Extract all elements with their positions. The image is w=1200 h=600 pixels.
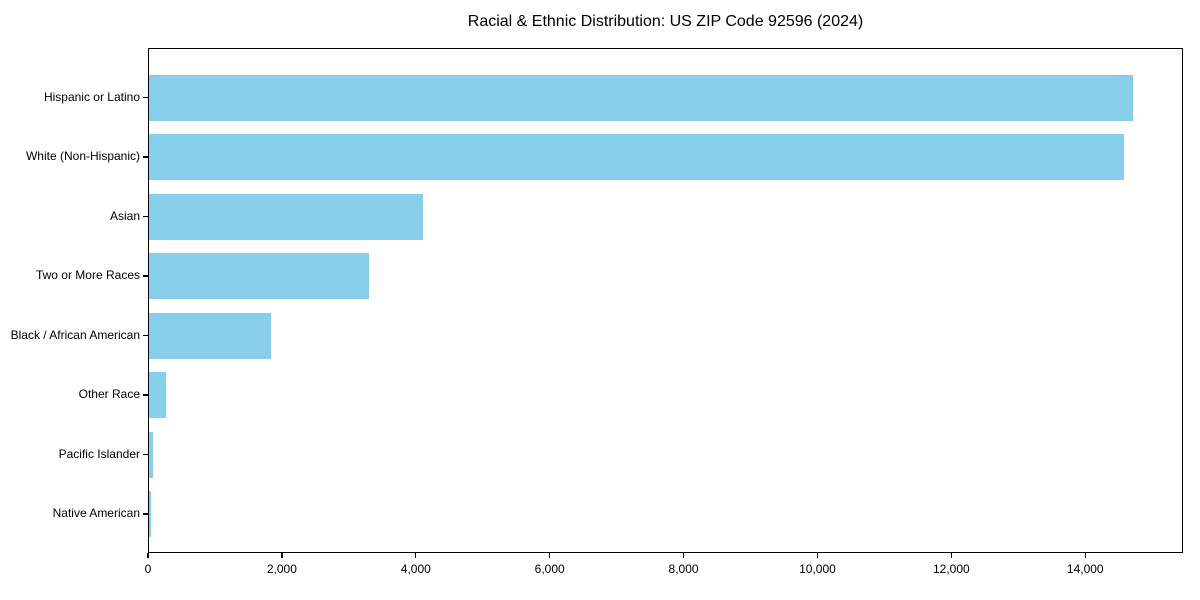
y-tick-mark — [142, 453, 148, 456]
x-tick-label: 6,000 — [534, 562, 565, 576]
y-tick-label: White (Non-Hispanic) — [25, 149, 140, 163]
x-tick-label: 14,000 — [1066, 562, 1104, 576]
y-tick-label: Pacific Islander — [58, 446, 140, 461]
bar-black-african-american — [148, 312, 272, 359]
bar-hispanic-or-latino — [148, 74, 1134, 121]
x-tick-mark — [950, 553, 952, 558]
x-tick-label: 12,000 — [933, 562, 970, 576]
x-tick-label: 10,000 — [799, 562, 836, 576]
x-tick-mark — [281, 553, 283, 558]
y-tick-mark — [142, 215, 148, 218]
y-tick-label: Black / African American — [10, 327, 140, 342]
y-tick-label: Asian — [109, 208, 140, 223]
bar-native-american — [148, 491, 151, 537]
x-tick-label: 0 — [144, 562, 152, 576]
x-tick-mark — [549, 553, 551, 558]
y-tick-mark — [142, 513, 148, 515]
x-tick-mark — [682, 553, 685, 558]
x-tick-label: 2,000 — [266, 562, 297, 576]
x-tick-mark — [1084, 553, 1086, 558]
y-tick-mark — [142, 275, 148, 277]
y-tick-mark — [142, 334, 148, 337]
y-tick-label: Other Race — [78, 387, 140, 401]
y-tick-label: Hispanic or Latino — [43, 89, 140, 104]
y-tick-mark — [142, 394, 148, 396]
y-tick-mark — [142, 156, 148, 158]
x-tick-label: 8,000 — [668, 562, 699, 576]
y-tick-label: Native American — [52, 506, 140, 520]
x-tick-mark — [816, 553, 819, 558]
bar-white-non-hispanic — [148, 134, 1125, 180]
y-tick-label: Two or More Races — [35, 268, 140, 282]
x-tick-mark — [415, 553, 417, 558]
bar-other-race — [148, 372, 167, 418]
bar-two-or-more-races — [148, 253, 369, 299]
x-tick-mark — [147, 553, 149, 558]
x-tick-label: 4,000 — [400, 562, 431, 576]
plot-area — [148, 48, 1183, 553]
bar-pacific-islander — [148, 431, 154, 478]
chart-title: Racial & Ethnic Distribution: US ZIP Cod… — [467, 13, 864, 30]
y-tick-mark — [142, 96, 148, 99]
bar-asian — [148, 193, 424, 240]
